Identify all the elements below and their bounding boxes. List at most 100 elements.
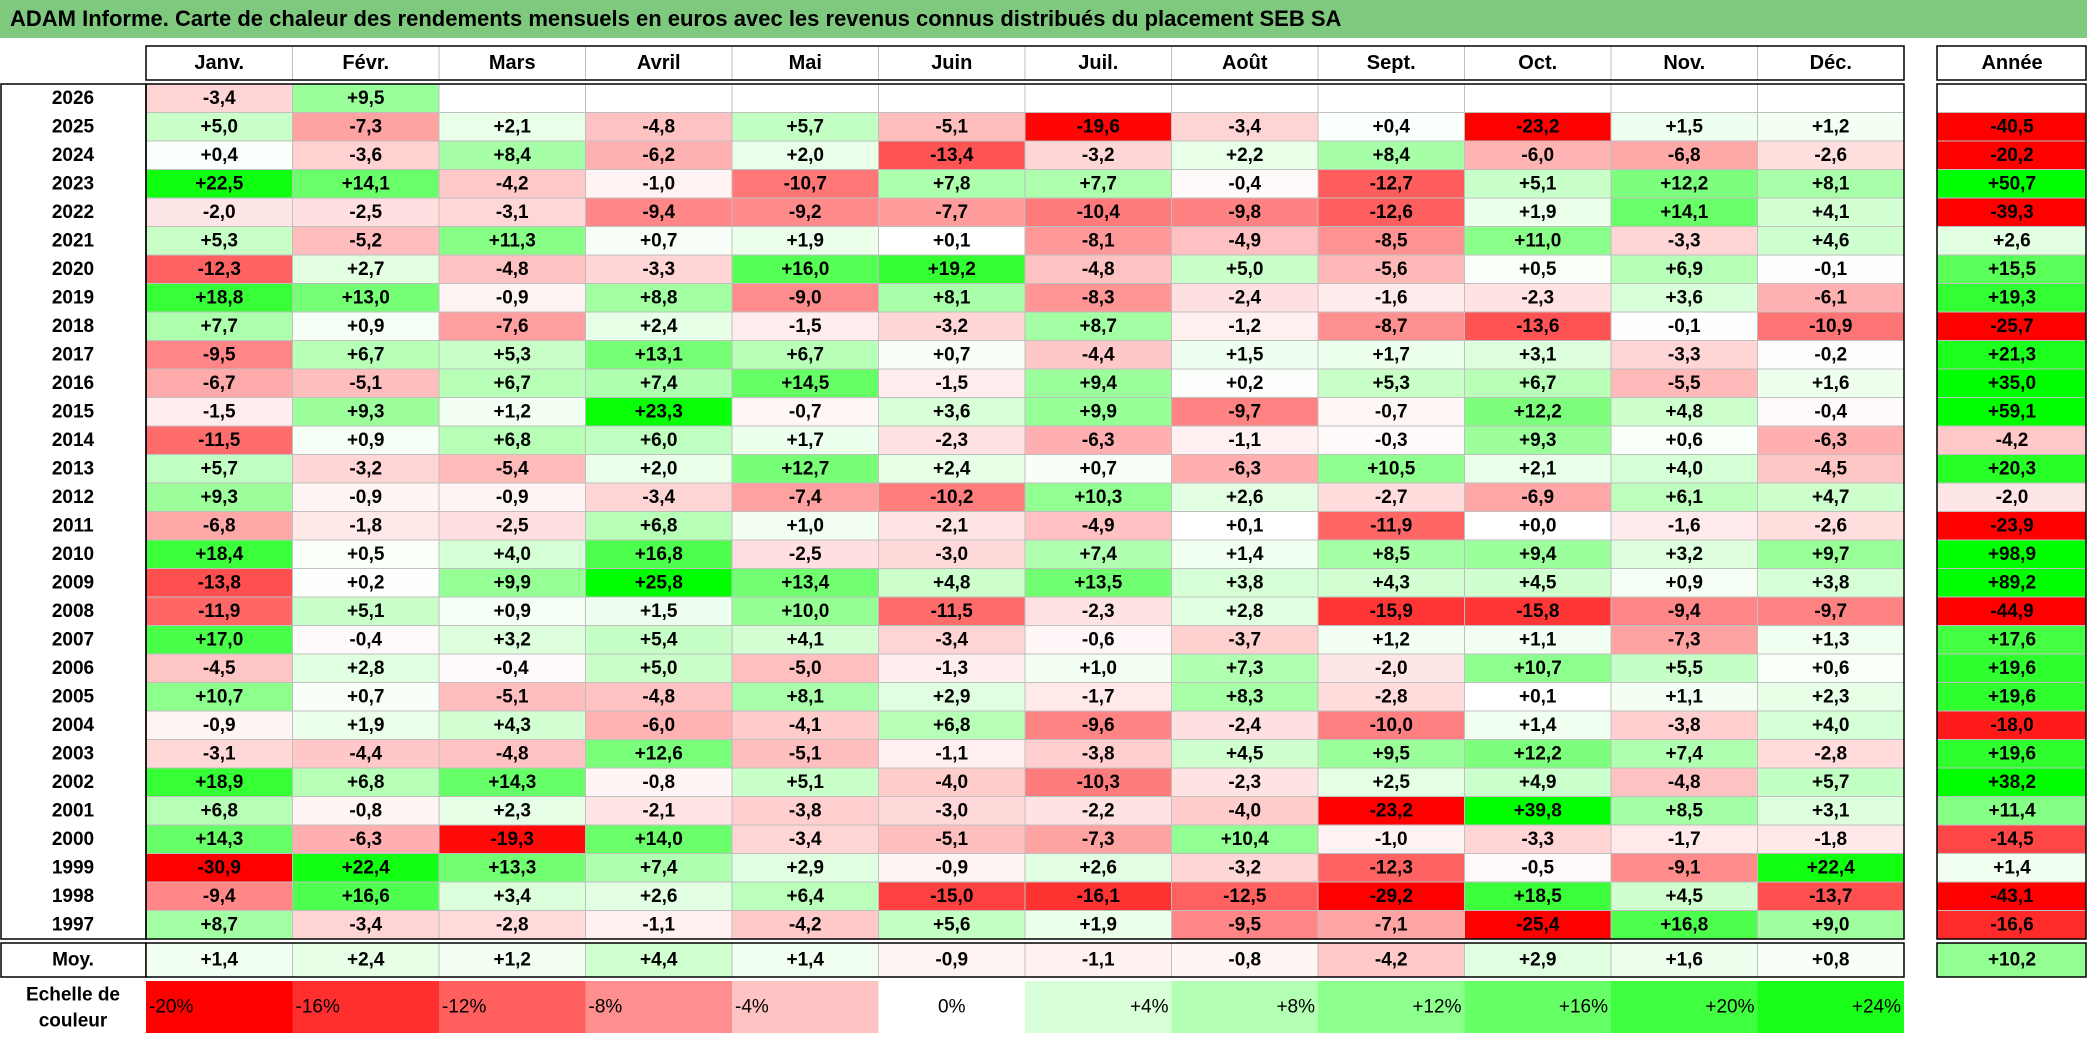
cell-value-label: +7,4	[1079, 544, 1117, 565]
cell-value-label: +2,6	[640, 886, 678, 907]
cell-value-label: -4,9	[1082, 515, 1115, 536]
annual-value-label: -43,1	[1990, 886, 2034, 907]
cell-value-label: -1,0	[642, 173, 675, 194]
year-label: 2015	[52, 401, 95, 422]
cell-value-label: +5,7	[786, 116, 824, 137]
year-label: 2005	[52, 686, 95, 707]
scale-swatch	[1611, 981, 1758, 1033]
scale-label-line1: Echelle de	[26, 985, 120, 1006]
heat-cell	[1317, 83, 1465, 113]
annual-value-label: +21,3	[1988, 344, 2036, 365]
cell-value-label: +11,3	[489, 230, 536, 251]
heat-cell	[1464, 368, 1612, 398]
cell-value-label: +1,9	[1519, 202, 1557, 223]
year-label: 2001	[52, 800, 95, 821]
cell-value-label: +5,1	[347, 601, 385, 622]
cell-value-label: -2,0	[1375, 658, 1408, 679]
heat-cell	[438, 739, 586, 769]
heat-cell	[1171, 482, 1319, 512]
heat-cell	[1171, 796, 1319, 826]
heat-cell	[1171, 397, 1319, 427]
cell-value-label: -2,8	[1814, 743, 1847, 764]
heat-cell	[731, 83, 879, 113]
scale-swatch-label: +12%	[1412, 997, 1461, 1018]
cell-value-label: +0,7	[1079, 458, 1117, 479]
cell-value-label: -7,4	[789, 487, 822, 508]
cell-value-label: -3,2	[1082, 145, 1115, 166]
heat-cell	[878, 824, 1026, 854]
cell-value-label: -2,1	[642, 800, 675, 821]
cell-value-label: -5,1	[496, 686, 529, 707]
heat-cell	[1024, 340, 1172, 370]
cell-value-label: +7,7	[1079, 173, 1117, 194]
heat-cell	[1610, 368, 1758, 398]
cell-value-label: -2,3	[1521, 287, 1554, 308]
average-cell	[1610, 942, 1758, 978]
cell-value-label: +0,9	[493, 601, 531, 622]
scale-swatch-label: +4%	[1130, 997, 1169, 1018]
cell-value-label: -4,8	[496, 259, 529, 280]
heat-cell	[292, 112, 440, 142]
heat-cell	[1024, 653, 1172, 683]
cell-value-label: -0,9	[496, 287, 529, 308]
average-value-label: +1,4	[786, 950, 824, 971]
heat-cell	[438, 568, 586, 598]
annual-value-label: -18,0	[1990, 715, 2033, 736]
cell-value-label: -9,5	[203, 344, 236, 365]
heat-cell	[878, 511, 1026, 541]
cell-value-label: -3,8	[1668, 715, 1701, 736]
cell-value-label: +14,3	[488, 772, 536, 793]
heat-cell	[292, 767, 440, 797]
cell-value-label: +0,5	[1519, 259, 1557, 280]
cell-value-label: +7,7	[200, 316, 238, 337]
heat-cell	[585, 796, 733, 826]
cell-value-label: +0,7	[640, 230, 678, 251]
cell-value-label: +5,3	[493, 344, 531, 365]
cell-value-label: +1,9	[347, 715, 385, 736]
cell-value-label: +12,7	[781, 458, 829, 479]
heat-cell	[438, 397, 586, 427]
cell-value-label: +7,3	[1226, 658, 1264, 679]
cell-value-label: +1,0	[1079, 658, 1117, 679]
cell-value-label: +4,5	[1519, 572, 1557, 593]
cell-value-label: -3,7	[1228, 629, 1261, 650]
year-label: 2025	[52, 116, 95, 137]
cell-value-label: -7,1	[1375, 914, 1408, 935]
cell-value-label: +2,6	[1226, 487, 1264, 508]
cell-value-label: -4,8	[642, 116, 675, 137]
annual-cell	[1936, 881, 2087, 911]
month-header-cell	[878, 45, 1026, 81]
cell-value-label: -2,4	[1228, 287, 1261, 308]
cell-value-label: -0,3	[1375, 430, 1408, 451]
heat-cell	[1024, 568, 1172, 598]
average-value-label: +1,4	[200, 950, 238, 971]
heat-cell	[878, 568, 1026, 598]
cell-value-label: +6,1	[1665, 487, 1703, 508]
cell-value-label: -1,5	[203, 401, 236, 422]
cell-value-label: +7,4	[640, 857, 678, 878]
year-label: 1998	[52, 886, 94, 907]
heat-cell	[292, 625, 440, 655]
heat-cell	[1024, 425, 1172, 455]
cell-value-label: +8,1	[786, 686, 824, 707]
heat-cell	[585, 197, 733, 227]
cell-value-label: -3,4	[789, 829, 822, 850]
heat-cell	[585, 254, 733, 284]
grid-frame	[145, 83, 1905, 940]
heat-cell	[1171, 311, 1319, 341]
annual-value-label: +19,6	[1988, 686, 2036, 707]
heat-cell	[1610, 511, 1758, 541]
cell-value-label: +0,9	[1665, 572, 1703, 593]
heat-cell	[1171, 853, 1319, 883]
heat-cell	[1610, 454, 1758, 484]
year-label: 2007	[52, 629, 94, 650]
heat-cell	[145, 311, 293, 341]
cell-value-label: -3,2	[349, 458, 382, 479]
annual-value-label: +1,4	[1993, 857, 2031, 878]
scale-swatch-label: +20%	[1705, 997, 1754, 1018]
heat-cell	[292, 568, 440, 598]
average-annual-cell	[1936, 942, 2087, 978]
cell-value-label: -0,2	[1814, 344, 1847, 365]
cell-value-label: +5,7	[1812, 772, 1850, 793]
heat-cell	[1317, 482, 1465, 512]
